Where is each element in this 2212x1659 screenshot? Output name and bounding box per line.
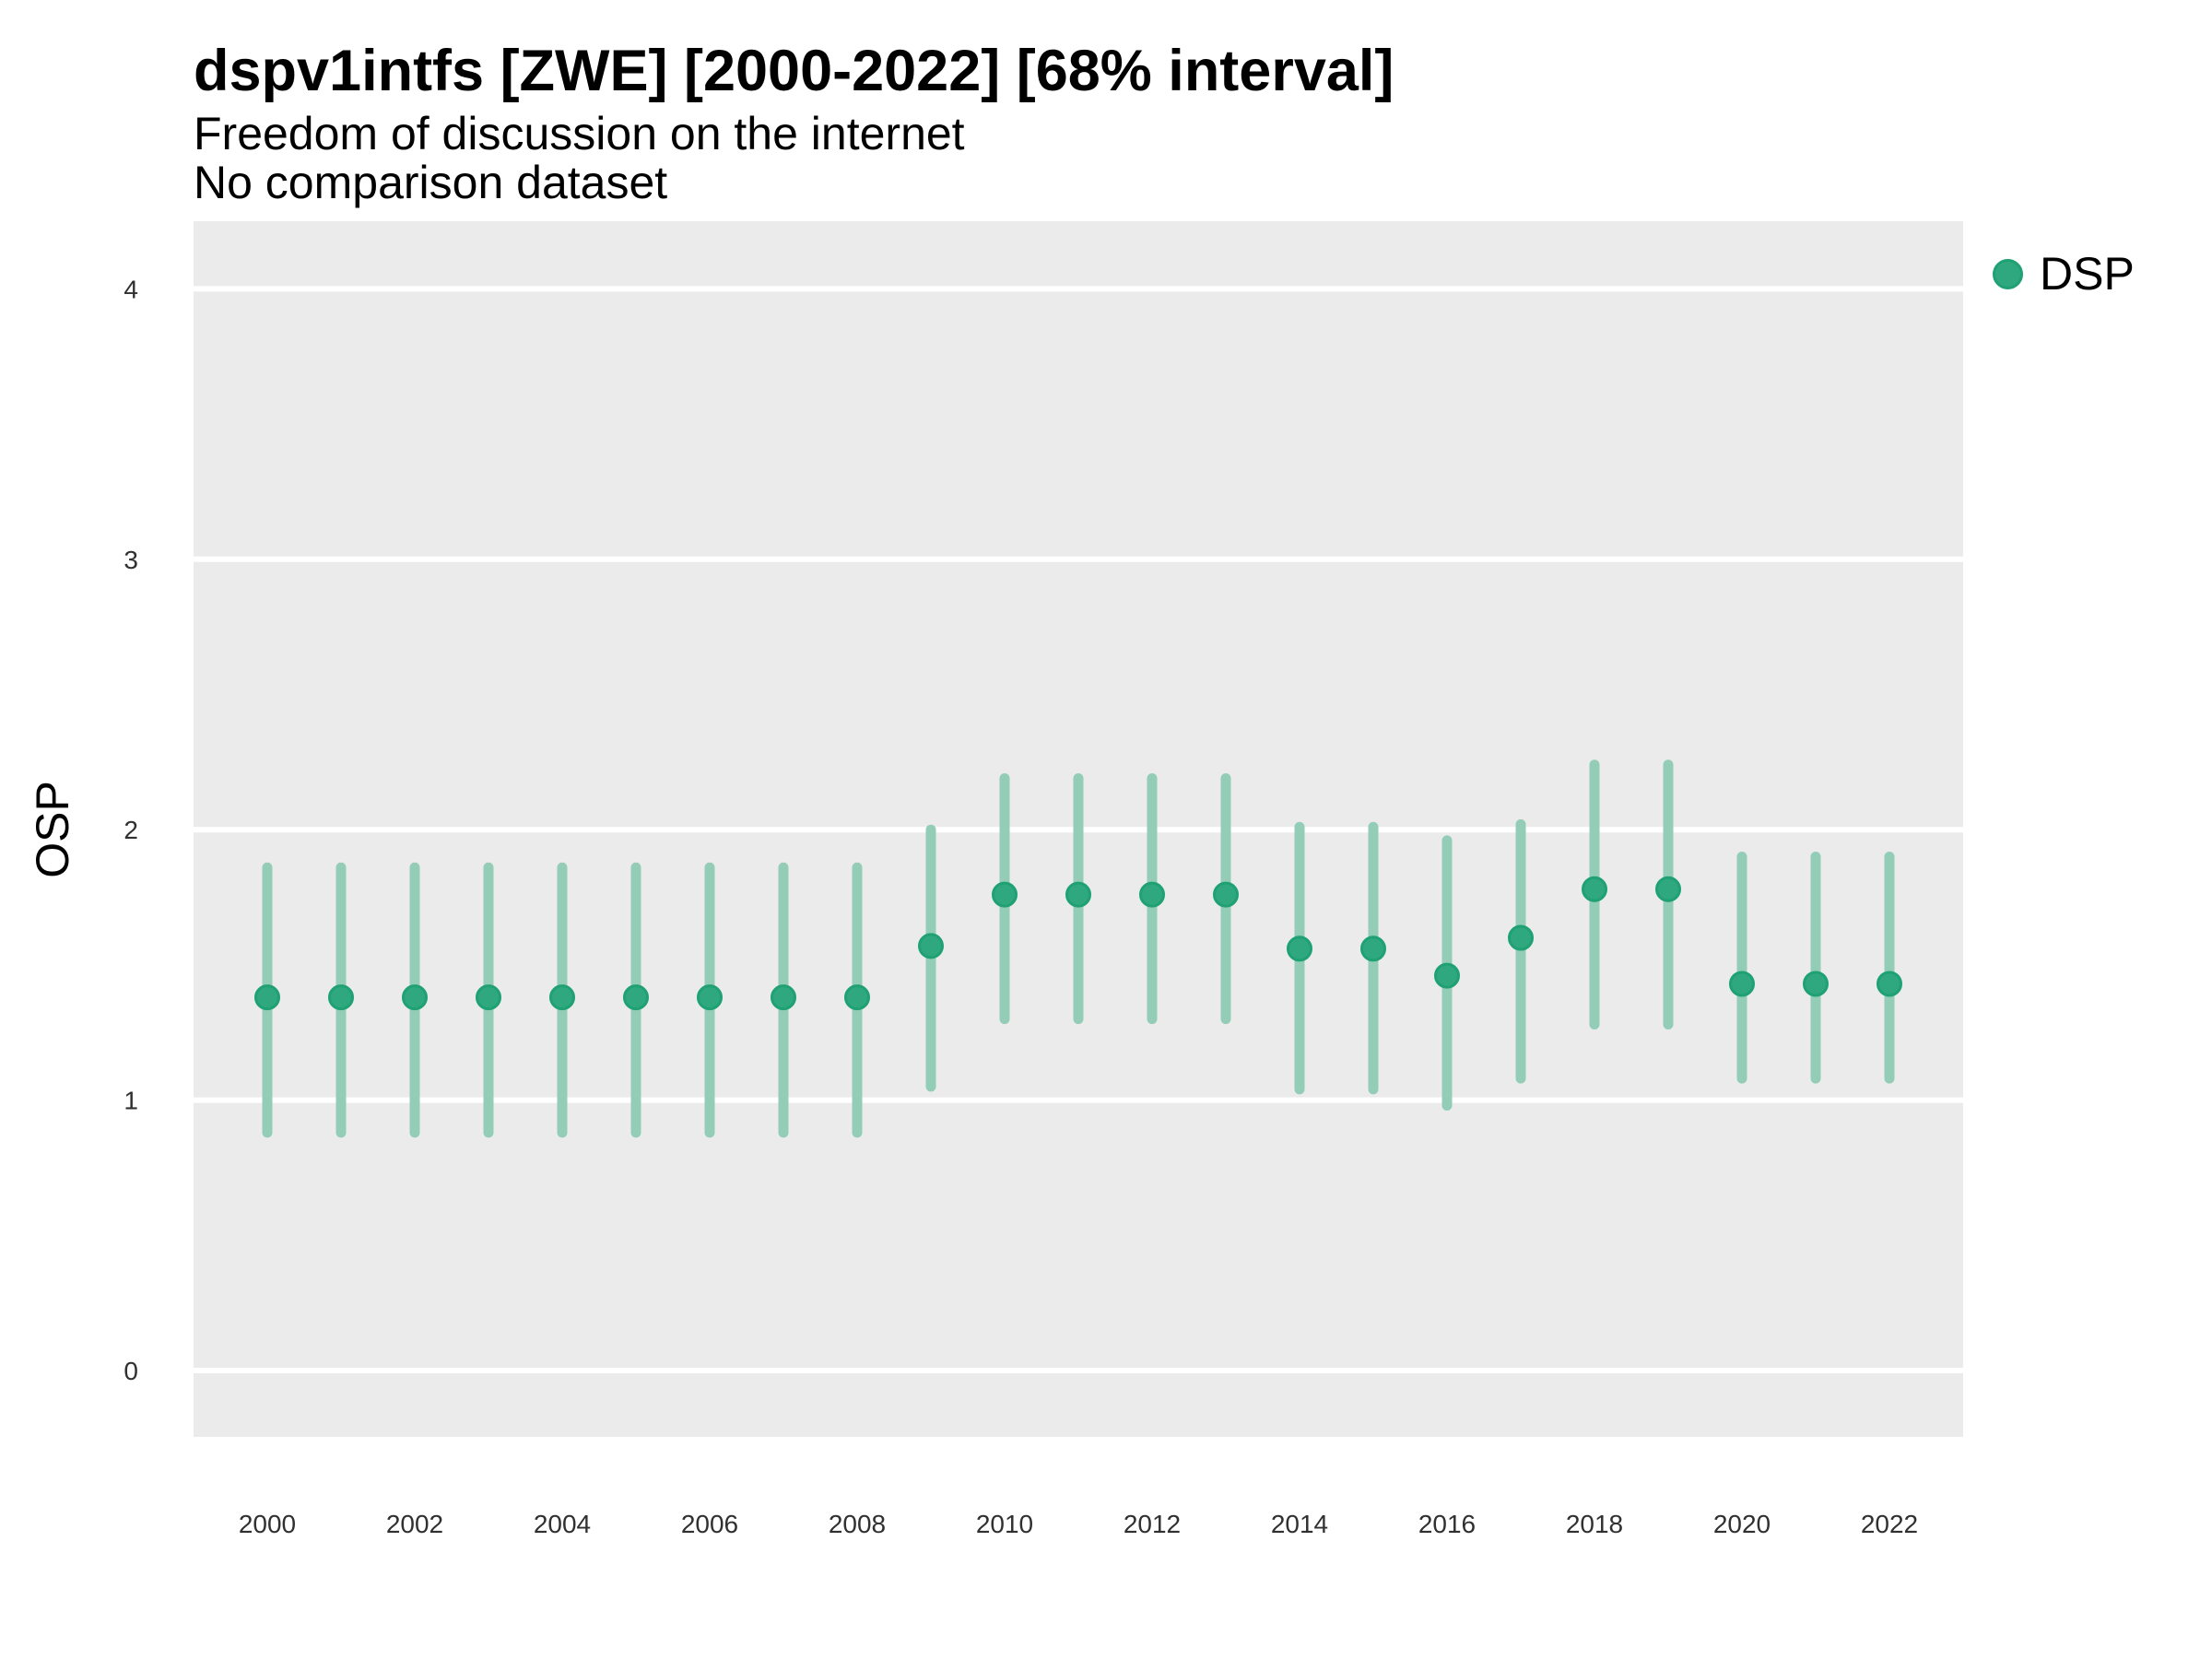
x-tick-label-2000: 2000: [239, 1510, 296, 1538]
data-point-2000: [254, 984, 280, 1011]
x-tick-label-2010: 2010: [976, 1510, 1033, 1538]
data-point-2007: [771, 984, 796, 1011]
data-point-2011: [1065, 881, 1091, 908]
x-tick-label-2018: 2018: [1566, 1510, 1623, 1538]
y-tick-label-2: 2: [124, 816, 138, 844]
data-point-2008: [844, 984, 870, 1011]
y-tick-label-1: 1: [124, 1087, 138, 1115]
data-point-2017: [1508, 924, 1534, 951]
data-point-2014: [1287, 935, 1312, 962]
data-point-2020: [1729, 971, 1755, 997]
x-tick-label-2006: 2006: [681, 1510, 738, 1538]
data-point-2018: [1582, 876, 1607, 902]
x-tick-label-2022: 2022: [1861, 1510, 1918, 1538]
y-tick-label-0: 0: [124, 1357, 138, 1385]
data-point-2002: [402, 984, 428, 1011]
data-point-2013: [1213, 881, 1239, 908]
x-tick-label-2012: 2012: [1124, 1510, 1181, 1538]
y-tick-label-4: 4: [124, 275, 138, 303]
data-point-2012: [1139, 881, 1165, 908]
data-point-2016: [1434, 962, 1460, 989]
data-point-2019: [1655, 876, 1681, 902]
chart-title: dspv1intfs [ZWE] [2000-2022] [68% interv…: [194, 39, 1394, 103]
data-point-2001: [328, 984, 354, 1011]
data-point-2005: [623, 984, 649, 1011]
data-point-2006: [697, 984, 723, 1011]
x-tick-label-2014: 2014: [1271, 1510, 1328, 1538]
chart-subtitle: Freedom of discussion on the internet: [194, 108, 965, 159]
legend-label: DSP: [2040, 248, 2135, 300]
legend-point-icon: [1993, 258, 2023, 289]
x-tick-label-2008: 2008: [829, 1510, 886, 1538]
data-point-2009: [918, 933, 944, 959]
data-point-2004: [549, 984, 575, 1011]
legend: DSP: [1993, 251, 2135, 297]
y-axis-title: OSP: [27, 781, 78, 878]
data-point-2010: [992, 881, 1018, 908]
x-tick-label-2004: 2004: [534, 1510, 591, 1538]
data-point-2003: [476, 984, 501, 1011]
data-point-2021: [1803, 971, 1829, 997]
y-tick-label-3: 3: [124, 546, 138, 574]
chart-note: No comparison dataset: [194, 157, 668, 208]
x-tick-label-2016: 2016: [1418, 1510, 1476, 1538]
data-point-2022: [1877, 971, 1902, 997]
x-tick-label-2020: 2020: [1713, 1510, 1771, 1538]
x-tick-label-2002: 2002: [386, 1510, 443, 1538]
data-point-2015: [1360, 935, 1386, 962]
